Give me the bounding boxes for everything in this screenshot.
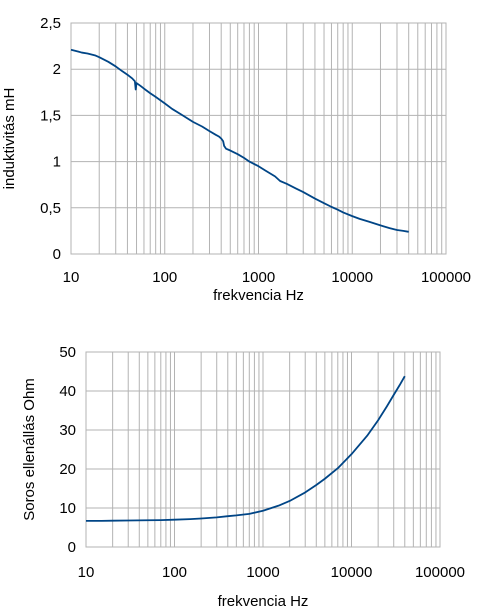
x-tick-label: 1000 [242,269,275,286]
plot-frame [70,22,447,255]
series-line [70,48,409,233]
x-tick-label: 10000 [331,269,373,286]
y-tick-label: 40 [59,383,76,400]
y-tick-label: 2,5 [40,15,61,32]
series-line [86,375,406,522]
y-tick-label: 50 [59,344,76,361]
x-tick-label: 100000 [415,564,465,581]
y-tick-label: 0,5 [40,200,61,217]
y-tick-label: 20 [59,461,76,478]
y-tick-label: 0 [53,246,61,263]
y-tick-label: 1 [53,154,61,171]
y-axis-title: Soros ellenállás Ohm [21,378,38,521]
y-tick-label: 2 [53,61,61,78]
plot-frame [85,351,441,548]
x-tick-label: 10000 [331,564,373,581]
y-tick-label: 30 [59,422,76,439]
x-tick-label: 10 [78,564,95,581]
x-tick-label: 100 [152,269,177,286]
x-tick-label: 100 [162,564,187,581]
x-tick-label: 10 [63,269,80,286]
y-tick-label: 0 [68,539,76,556]
x-axis-title: frekvencia Hz [213,287,304,304]
y-axis-title: induktivitás mH [1,88,18,190]
x-tick-label: 100000 [421,269,471,286]
inductance-chart: 0 0,5 1 1,5 2 2,5 10 100 1000 10000 100000 frekvenc… [1,15,471,304]
y-tick-label: 10 [59,500,76,517]
x-tick-label: 1000 [246,564,279,581]
y-tick-label: 1,5 [40,107,61,124]
x-axis-title: frekvencia Hz [218,593,309,610]
